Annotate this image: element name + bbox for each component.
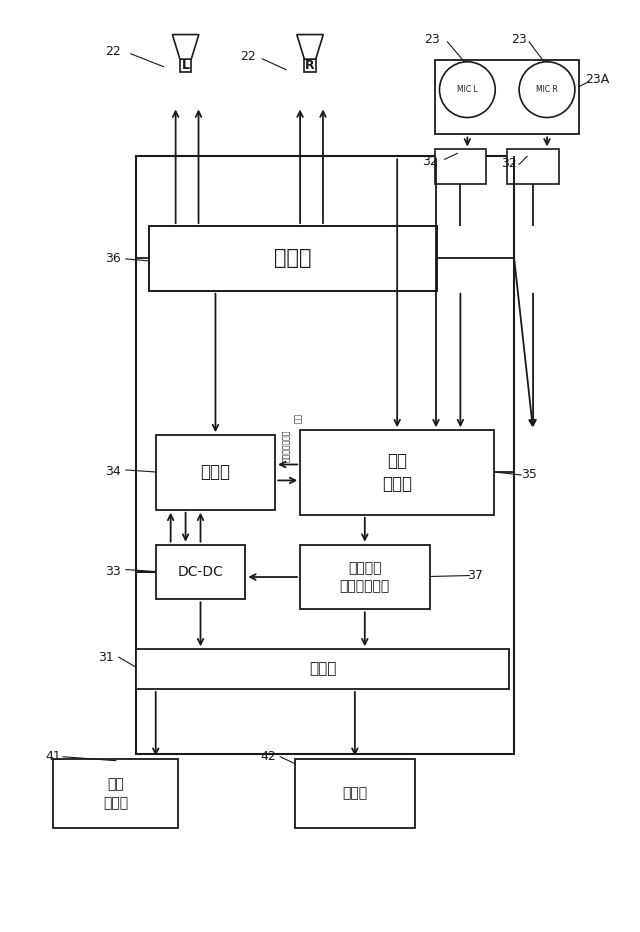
Text: 操作部: 操作部 xyxy=(342,787,367,801)
Text: バス線: バス線 xyxy=(309,662,336,677)
Text: マイク入力出力: マイク入力出力 xyxy=(282,430,291,462)
Text: 出力: 出力 xyxy=(294,413,303,423)
Bar xyxy=(295,759,415,829)
Text: 23: 23 xyxy=(424,34,440,47)
Text: 通信部: 通信部 xyxy=(200,463,230,482)
Text: MIC L: MIC L xyxy=(457,85,477,94)
Text: 36: 36 xyxy=(105,253,121,266)
Text: 音声
処理部: 音声 処理部 xyxy=(382,452,412,493)
Text: L: L xyxy=(182,60,189,73)
Bar xyxy=(156,544,245,599)
Text: 32: 32 xyxy=(501,157,517,170)
Text: MIC R: MIC R xyxy=(536,85,558,94)
Bar xyxy=(300,431,494,514)
Text: 37: 37 xyxy=(467,569,483,582)
Bar xyxy=(180,59,191,73)
Bar xyxy=(136,157,514,754)
Text: R: R xyxy=(305,60,315,73)
Text: 22: 22 xyxy=(105,46,121,59)
Text: 電源
制御部: 電源 制御部 xyxy=(103,777,128,810)
Text: アンプ: アンプ xyxy=(275,249,312,268)
Bar xyxy=(148,226,438,291)
Bar xyxy=(305,59,316,73)
Text: 22: 22 xyxy=(241,50,256,63)
Bar xyxy=(53,759,178,829)
Text: 33: 33 xyxy=(105,565,121,578)
Polygon shape xyxy=(172,34,199,59)
Bar xyxy=(300,544,429,610)
Polygon shape xyxy=(297,34,323,59)
Text: 23: 23 xyxy=(511,34,527,47)
Text: 41: 41 xyxy=(45,750,61,763)
Text: 31: 31 xyxy=(98,651,114,664)
Text: 34: 34 xyxy=(105,465,121,478)
Text: 35: 35 xyxy=(521,469,537,482)
Bar xyxy=(507,149,559,185)
Bar xyxy=(435,60,579,134)
Text: 32: 32 xyxy=(422,155,437,168)
Bar xyxy=(435,149,486,185)
Bar xyxy=(136,650,509,689)
Text: DC-DC: DC-DC xyxy=(177,565,223,579)
Text: リモート
コントロール: リモート コントロール xyxy=(340,561,390,593)
Text: 23A: 23A xyxy=(585,74,609,86)
Bar xyxy=(156,435,275,510)
Text: 42: 42 xyxy=(260,750,276,763)
